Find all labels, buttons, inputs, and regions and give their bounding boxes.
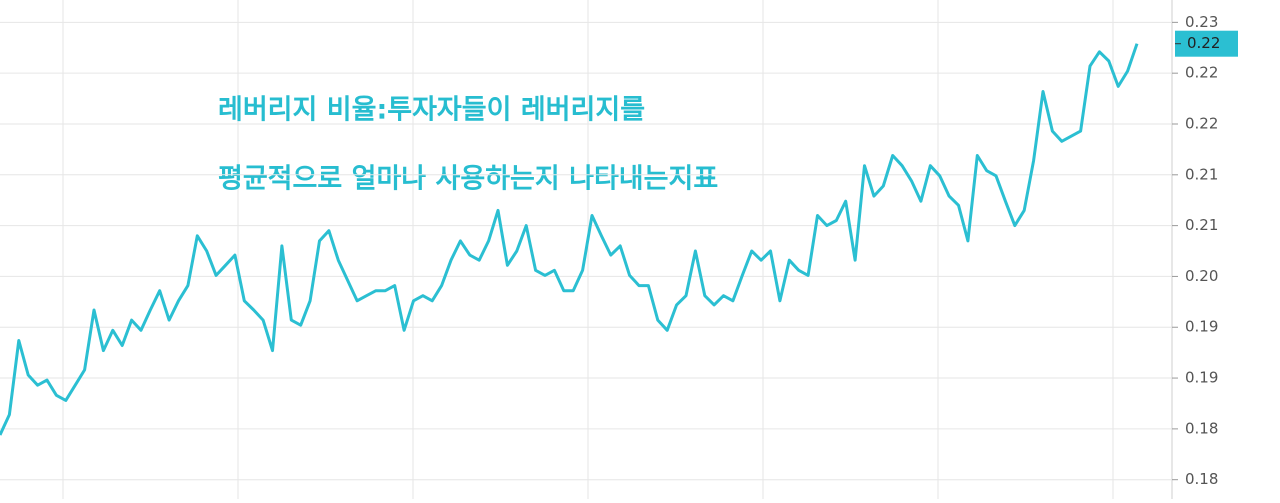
y-tick-label: 0.20 xyxy=(1185,267,1218,285)
y-tick-label: 0.18 xyxy=(1185,419,1218,437)
y-tick-label: 0.21 xyxy=(1185,165,1218,183)
chart-title: 레버리지 비율:투자자들이 레버리지를 xyxy=(218,95,645,126)
y-tick-label: 0.21 xyxy=(1185,216,1218,234)
last-value-box xyxy=(1175,30,1238,57)
line-series xyxy=(0,43,1139,436)
y-tick-label: 0.23 xyxy=(1185,13,1218,31)
y-tick-label: 0.18 xyxy=(1185,470,1218,488)
y-tick-label: 0.19 xyxy=(1185,318,1218,336)
last-value-label: 0.22 xyxy=(1187,34,1220,52)
y-tick-label: 0.19 xyxy=(1185,369,1218,387)
x-grid xyxy=(62,0,1114,499)
y-tick-label: 0.22 xyxy=(1185,114,1218,132)
y-tick-label: 0.22 xyxy=(1185,64,1218,82)
chart-title: 평균적으로 얼마나 사용하는지 나타내는지표 xyxy=(218,164,718,195)
